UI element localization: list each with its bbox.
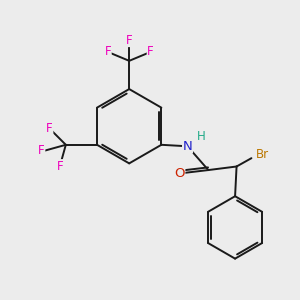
Text: F: F [147, 45, 154, 58]
Text: O: O [174, 167, 185, 179]
Text: F: F [38, 144, 45, 157]
Text: Br: Br [256, 148, 269, 161]
Text: F: F [104, 45, 111, 58]
Text: H: H [196, 130, 205, 143]
Text: N: N [183, 140, 192, 153]
Text: F: F [126, 34, 133, 46]
Text: F: F [46, 122, 53, 135]
Text: F: F [57, 160, 63, 173]
